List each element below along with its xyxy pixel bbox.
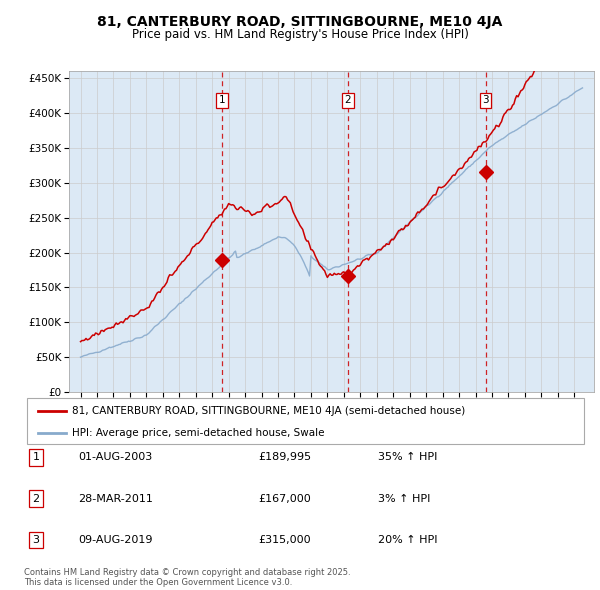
FancyBboxPatch shape — [27, 398, 584, 444]
Text: 01-AUG-2003: 01-AUG-2003 — [78, 453, 152, 462]
Text: HPI: Average price, semi-detached house, Swale: HPI: Average price, semi-detached house,… — [72, 428, 325, 438]
Text: 81, CANTERBURY ROAD, SITTINGBOURNE, ME10 4JA (semi-detached house): 81, CANTERBURY ROAD, SITTINGBOURNE, ME10… — [72, 405, 465, 415]
Text: 2: 2 — [344, 95, 351, 105]
Text: 09-AUG-2019: 09-AUG-2019 — [78, 535, 152, 545]
Text: 1: 1 — [32, 453, 40, 462]
Text: 2: 2 — [32, 494, 40, 503]
Text: 3: 3 — [482, 95, 489, 105]
Text: 3: 3 — [32, 535, 40, 545]
Text: Contains HM Land Registry data © Crown copyright and database right 2025.
This d: Contains HM Land Registry data © Crown c… — [24, 568, 350, 587]
Text: 20% ↑ HPI: 20% ↑ HPI — [378, 535, 437, 545]
Text: 3% ↑ HPI: 3% ↑ HPI — [378, 494, 430, 503]
Text: Price paid vs. HM Land Registry's House Price Index (HPI): Price paid vs. HM Land Registry's House … — [131, 28, 469, 41]
Text: 1: 1 — [218, 95, 225, 105]
Text: 35% ↑ HPI: 35% ↑ HPI — [378, 453, 437, 462]
Text: £189,995: £189,995 — [258, 453, 311, 462]
Text: £315,000: £315,000 — [258, 535, 311, 545]
Text: 28-MAR-2011: 28-MAR-2011 — [78, 494, 153, 503]
Text: 81, CANTERBURY ROAD, SITTINGBOURNE, ME10 4JA: 81, CANTERBURY ROAD, SITTINGBOURNE, ME10… — [97, 15, 503, 29]
Text: £167,000: £167,000 — [258, 494, 311, 503]
